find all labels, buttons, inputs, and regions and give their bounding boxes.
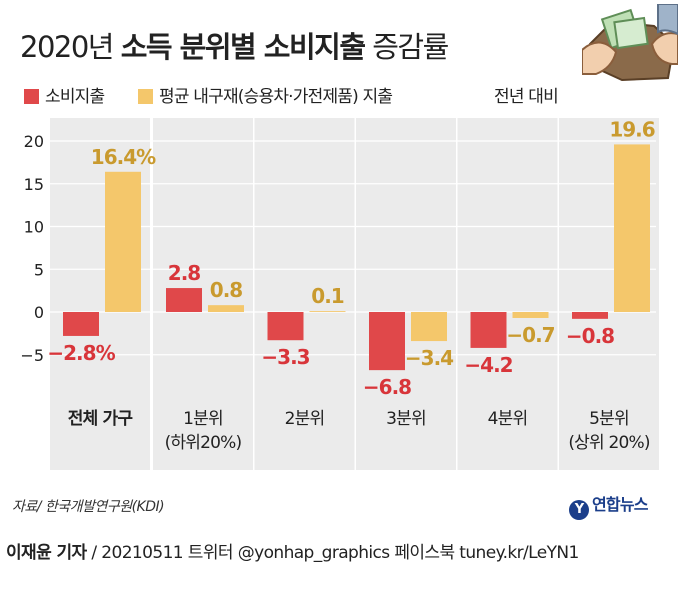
durables-value-label: 16.4% [91, 145, 156, 169]
y-tick-label: 0 [34, 303, 44, 322]
wallet-hands-illustration [582, 4, 678, 82]
category-label: 1분위 [183, 409, 223, 429]
y-tick-label: 10 [24, 218, 44, 237]
category-label: (하위20%) [165, 433, 242, 453]
category-label: (상위 20%) [568, 433, 650, 453]
spending-value-label: 2.8 [168, 261, 201, 285]
spending-value-label: −2.8% [47, 341, 115, 365]
legend-spending-label: 소비지출 [45, 87, 105, 107]
credit-reporter: 이재윤 기자 [6, 543, 87, 563]
spending-bar-5 [470, 312, 507, 348]
legend-spending: 소비지출 [24, 82, 105, 107]
category-label: 전체 가구 [68, 409, 134, 429]
category-panel-3 [254, 118, 355, 470]
durables-bar-1 [105, 171, 141, 312]
durables-value-label: −3.4 [405, 346, 453, 370]
durables-bar-6 [614, 144, 650, 312]
category-label: 2분위 [285, 409, 325, 429]
durables-value-label: 0.1 [311, 284, 344, 308]
spending-value-label: −6.8 [363, 375, 411, 399]
legend-spending-swatch [24, 89, 39, 104]
y-tick-label: 20 [24, 132, 44, 151]
durables-value-label: 0.8 [210, 278, 243, 302]
source-note: 자료/ 한국개발연구원(KDI) [12, 499, 165, 515]
durables-bar-5 [512, 312, 549, 318]
spending-value-label: −4.2 [464, 353, 512, 377]
credit-line: 이재윤 기자 / 20210511 트위터 @yonhap_graphics 페… [6, 538, 579, 563]
yonhap-logo-mark: Y [569, 500, 589, 520]
spending-value-label: −0.8 [566, 324, 614, 348]
credit-details: / 20210511 트위터 @yonhap_graphics 페이스북 tun… [91, 543, 579, 563]
legend-durables-label: 평균 내구재(승용차·가전제품) 지출 [159, 87, 393, 107]
durables-bar-2 [208, 305, 244, 312]
bar-chart: −5 0 5 10 15 20 −2.8% 16.4% 전체 가구 2.8 0.8 1분위 (하위20%… [20, 117, 659, 470]
credit-bar [0, 525, 680, 608]
y-tick-label: 15 [24, 175, 44, 194]
durables-bar-4 [411, 312, 447, 342]
durables-bar-3 [309, 311, 346, 312]
legend-durables-swatch [138, 89, 153, 104]
durables-value-label: −0.7 [506, 323, 554, 347]
category-panel-4 [356, 118, 456, 470]
category-label: 5분위 [589, 409, 629, 429]
spending-bar-3 [267, 312, 304, 341]
y-tick-label: −5 [20, 346, 44, 365]
comparison-note: 전년 대비 [494, 87, 559, 107]
category-label: 3분위 [386, 409, 426, 429]
legend-durables: 평균 내구재(승용차·가전제품) 지출 [138, 82, 393, 107]
category-label: 4분위 [488, 409, 528, 429]
yonhap-logo: Y 연합뉴스 [569, 491, 648, 520]
y-tick-label: 5 [34, 260, 44, 279]
spending-value-label: −3.3 [261, 345, 309, 369]
spending-bar-4 [369, 312, 405, 371]
chart-title: 2020년 소득 분위별 소비지출 증감률 [20, 24, 449, 66]
spending-bar-1 [63, 312, 99, 336]
spending-bar-2 [166, 288, 202, 312]
title-suffix: 증감률 [372, 30, 449, 64]
yonhap-logo-text: 연합뉴스 [592, 495, 648, 514]
title-main: 소득 분위별 소비지출 [120, 30, 366, 64]
durables-value-label: 19.6 [609, 117, 654, 141]
category-panel-5 [457, 118, 558, 470]
title-year: 2020년 [20, 30, 114, 64]
spending-bar-6 [572, 312, 608, 319]
